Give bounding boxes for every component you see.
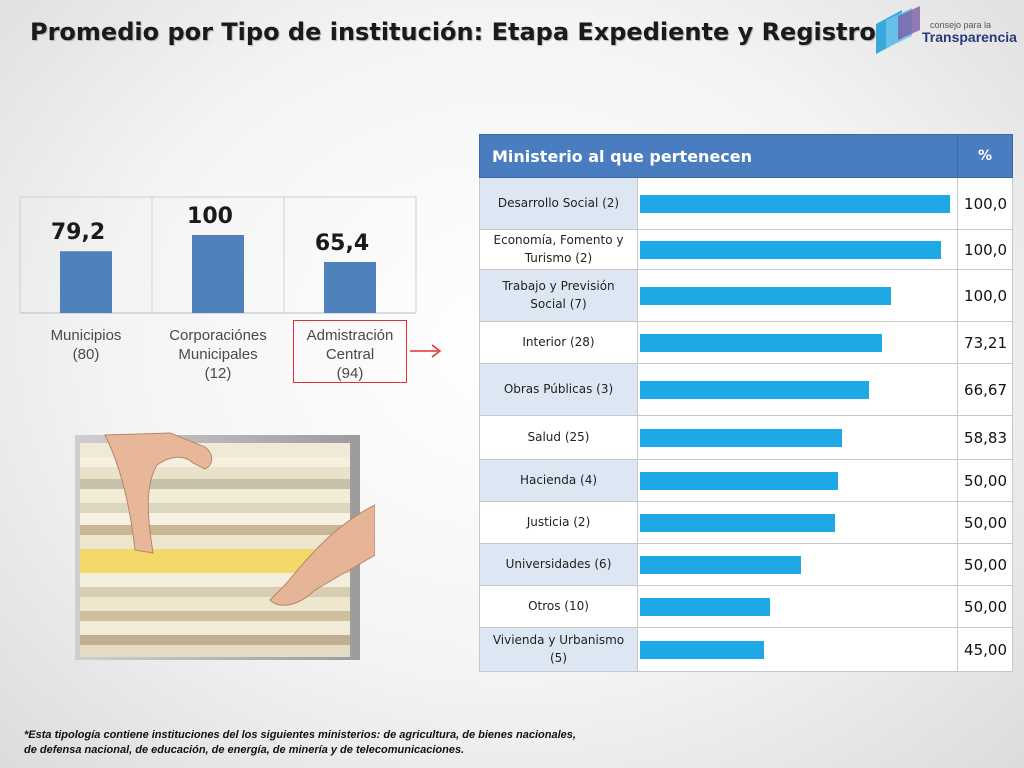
chart-category-label: Municipales: [178, 346, 257, 363]
footnote: *Esta tipología contiene instituciones d…: [24, 728, 624, 759]
percent-value: 50,00: [957, 543, 1013, 586]
percent-value: 73,21: [957, 321, 1013, 364]
chart-category-label: (12): [205, 365, 232, 382]
chart-category-label: Municipios: [51, 327, 122, 344]
arrow-right-icon: [410, 344, 442, 358]
bar-cell: [637, 177, 958, 230]
ministry-name: Justicia (2): [479, 501, 638, 544]
chart-category-label: (80): [73, 346, 100, 363]
ministry-name: Interior (28): [479, 321, 638, 364]
institution-type-chart: 79,2 100 65,4 Municipios (80) Corporaciónes M…: [19, 196, 417, 382]
chart-category-label: Central: [326, 346, 374, 363]
bar-cell: [637, 229, 958, 270]
percent-value: 66,67: [957, 363, 1013, 416]
ministry-name: Trabajo y Previsión Social (7): [479, 269, 638, 322]
chart-bar: [640, 513, 836, 532]
logo-line2: Transparencia: [922, 29, 1017, 45]
table-row: Universidades (6) 50,00: [479, 543, 1013, 586]
chart-bar: [640, 555, 802, 574]
ministry-name: Obras Públicas (3): [479, 363, 638, 416]
ministry-name: Economía, Fomento y Turismo (2): [479, 229, 638, 270]
chart-data-label: 79,2: [51, 220, 105, 245]
table-row: Justicia (2) 50,00: [479, 501, 1013, 544]
percent-value: 58,83: [957, 415, 1013, 460]
table-row: Otros (10) 50,00: [479, 585, 1013, 628]
table-row: Vivienda y Urbanismo (5) 45,00: [479, 627, 1013, 672]
bar-cell: [637, 627, 958, 672]
percent-value: 100,0: [957, 269, 1013, 322]
table-row: Salud (25) 58,83: [479, 415, 1013, 460]
ministry-name: Salud (25): [479, 415, 638, 460]
ministry-name: Otros (10): [479, 585, 638, 628]
ministry-name: Desarrollo Social (2): [479, 177, 638, 230]
percent-value: 50,00: [957, 501, 1013, 544]
ministry-name: Hacienda (4): [479, 459, 638, 502]
bar-cell: [637, 269, 958, 322]
chart-bar: [640, 286, 892, 305]
bar-cell: [637, 363, 958, 416]
chart-category-label: Corporaciónes: [169, 327, 267, 344]
chart-bar: [60, 251, 112, 313]
bar-cell: [637, 501, 958, 544]
chart-data-label: 100: [187, 204, 233, 229]
table-header-percent: %: [957, 134, 1013, 178]
percent-value: 100,0: [957, 177, 1013, 230]
table-row: Interior (28) 73,21: [479, 321, 1013, 364]
bar-cell: [637, 321, 958, 364]
footnote-line-2: de defensa nacional, de educación, de en…: [24, 744, 465, 757]
bar-cell: [637, 459, 958, 502]
ministry-name: Universidades (6): [479, 543, 638, 586]
bar-cell: [637, 543, 958, 586]
bar-cell: [637, 415, 958, 460]
chart-bar: [640, 333, 882, 352]
bar-cell: [637, 585, 958, 628]
highlight-box: [293, 320, 407, 383]
file-folders-photo: [75, 432, 375, 660]
chart-bar: [640, 471, 839, 490]
chart-bar: [640, 194, 950, 213]
slide-title: Promedio por Tipo de institución: Etapa …: [30, 18, 876, 46]
chart-bar: [192, 235, 244, 313]
percent-value: 50,00: [957, 585, 1013, 628]
chart-bar: [640, 380, 870, 399]
chart-bar: [640, 240, 941, 259]
footnote-line-1: *Esta tipología contiene instituciones d…: [24, 729, 576, 741]
logo: consejo para la Transparencia: [872, 6, 1017, 56]
table-header-row: Ministerio al que pertenecen %: [479, 134, 1013, 178]
table-row: Trabajo y Previsión Social (7) 100,0: [479, 269, 1013, 322]
logo-mark-icon: [876, 6, 920, 54]
table-row: Obras Públicas (3) 66,67: [479, 363, 1013, 416]
table-row: Hacienda (4) 50,00: [479, 459, 1013, 502]
chart-bar: [324, 261, 376, 313]
table-header-ministry: Ministerio al que pertenecen: [479, 134, 958, 178]
table-row: Economía, Fomento y Turismo (2) 100,0: [479, 229, 1013, 270]
logo-line1: consejo para la: [930, 20, 992, 30]
chart-bar: [640, 640, 764, 659]
chart-bar: [640, 597, 771, 616]
chart-data-label: 65,4: [315, 231, 369, 256]
chart-bar: [640, 428, 842, 447]
percent-value: 45,00: [957, 627, 1013, 672]
ministry-table: Ministerio al que pertenecen % Desarroll…: [479, 134, 1013, 672]
ministry-name: Vivienda y Urbanismo (5): [479, 627, 638, 672]
chart-category-label: Admistración: [307, 327, 394, 344]
chart-category-label: (94): [337, 365, 364, 382]
table-row: Desarrollo Social (2) 100,0: [479, 177, 1013, 230]
percent-value: 100,0: [957, 229, 1013, 270]
percent-value: 50,00: [957, 459, 1013, 502]
